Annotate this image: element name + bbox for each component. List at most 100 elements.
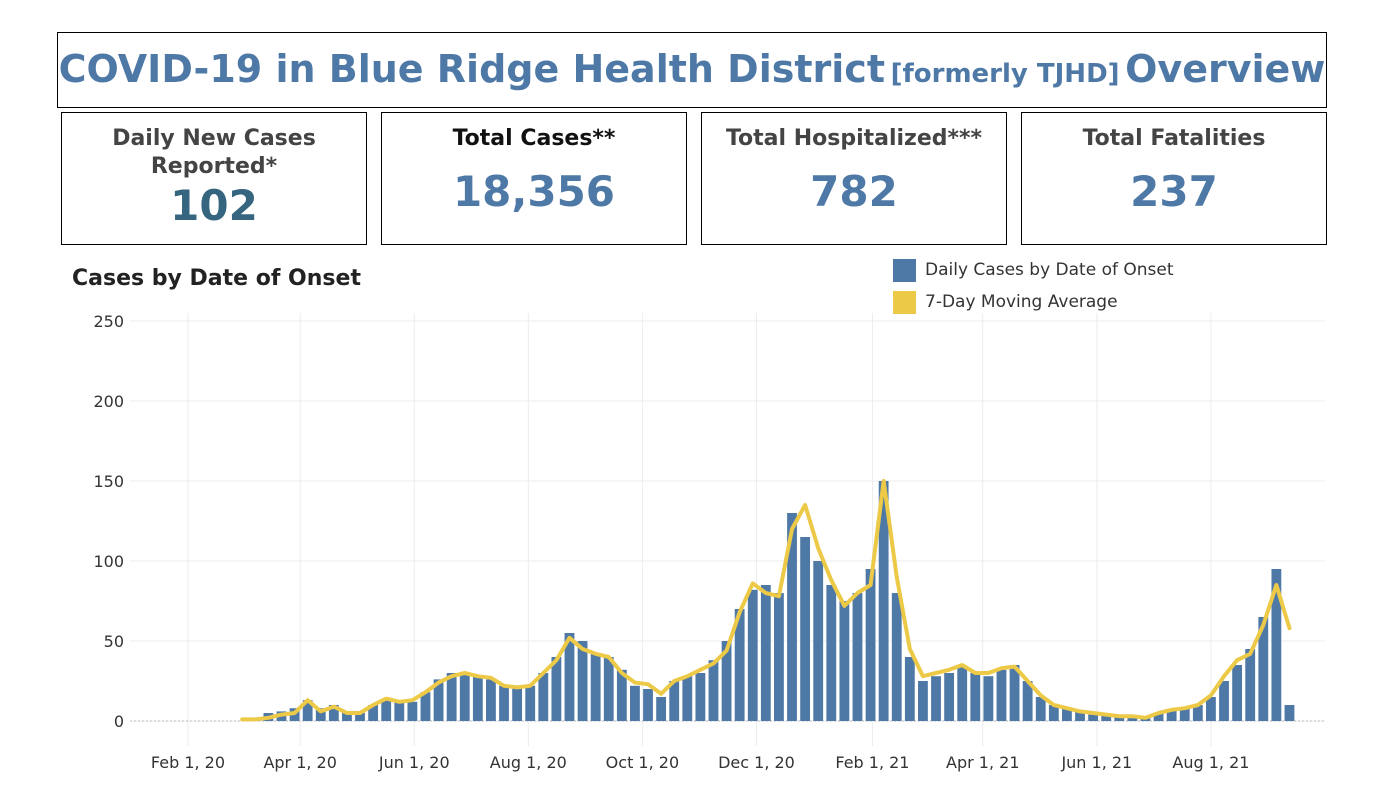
daily-cases-bar xyxy=(1088,714,1099,721)
y-tick-label: 150 xyxy=(93,472,124,491)
daily-cases-bar xyxy=(1219,681,1229,721)
daily-cases-bar xyxy=(1206,697,1216,721)
kpi-value-total-cases: 18,356 xyxy=(452,167,616,216)
daily-cases-bar xyxy=(800,537,811,721)
title-subtitle-part: [formerly TJHD] xyxy=(890,59,1120,89)
daily-cases-bar xyxy=(760,585,771,721)
daily-cases-bar xyxy=(774,593,784,721)
x-tick-label: Feb 1, 21 xyxy=(835,753,909,772)
daily-cases-bar xyxy=(368,705,379,721)
daily-cases-bar xyxy=(551,657,562,721)
daily-cases-bar xyxy=(630,685,640,721)
kpi-value-total-fatalities: 237 xyxy=(1130,167,1218,216)
daily-cases-bar xyxy=(1166,709,1177,721)
legend-label-moving-average: 7-Day Moving Average xyxy=(925,292,1118,312)
daily-cases-bar xyxy=(682,676,693,721)
daily-cases-bar xyxy=(1101,714,1112,721)
legend-label-daily-cases: Daily Cases by Date of Onset xyxy=(925,260,1174,280)
daily-cases-bar xyxy=(669,681,680,721)
daily-cases-bar xyxy=(342,711,352,721)
legend-swatch-daily-cases xyxy=(893,258,916,282)
title-main-part: COVID-19 in Blue Ridge Health District xyxy=(58,47,885,91)
kpi-total-cases: Total Cases** 18,356 xyxy=(381,112,687,245)
daily-cases-bar xyxy=(1245,649,1256,721)
daily-cases-bar xyxy=(538,673,549,721)
daily-cases-bar xyxy=(420,692,431,721)
daily-cases-bar xyxy=(1258,617,1269,721)
daily-cases-bar xyxy=(472,676,483,721)
daily-cases-bar xyxy=(891,593,902,721)
daily-cases-bar xyxy=(1022,681,1033,721)
kpi-label-total-cases: Total Cases** xyxy=(452,126,616,151)
daily-cases-bar xyxy=(944,673,955,721)
daily-cases-bar xyxy=(499,685,509,721)
legend-item-daily-cases[interactable]: Daily Cases by Date of Onset xyxy=(893,254,1174,286)
daily-cases-bar xyxy=(852,593,863,721)
y-tick-label: 200 xyxy=(93,392,124,411)
daily-cases-bar xyxy=(643,689,653,721)
daily-cases-bar xyxy=(787,513,797,721)
kpi-value-total-hospitalized: 782 xyxy=(810,167,898,216)
chart-title: Cases by Date of Onset xyxy=(72,266,361,291)
daily-cases-bar xyxy=(813,561,824,721)
daily-cases-bar xyxy=(394,701,405,721)
kpi-total-hospitalized: Total Hospitalized*** 782 xyxy=(701,112,1007,245)
daily-cases-bar xyxy=(446,673,457,721)
cases-chart: 0 50 100 150 200 250 Feb 1, 20 Apr 1, 20 Jun 1, … xyxy=(93,312,1325,772)
daily-cases-bar xyxy=(1009,665,1020,721)
daily-cases-bar xyxy=(459,673,470,721)
kpi-daily-new-cases: Daily New Cases Reported* 102 xyxy=(61,112,367,245)
daily-cases-bar xyxy=(1153,713,1164,721)
daily-cases-bar xyxy=(1271,569,1282,721)
daily-cases-bar xyxy=(512,685,523,721)
x-tick-label: Jun 1, 20 xyxy=(378,753,450,772)
daily-cases-bar xyxy=(616,669,627,721)
daily-cases-bar xyxy=(970,673,981,721)
moving-average-line xyxy=(240,479,1292,722)
daily-cases-bar xyxy=(433,679,444,721)
daily-cases-bar xyxy=(1035,697,1046,721)
daily-cases-bar xyxy=(1192,705,1203,721)
daily-cases-bar xyxy=(1127,716,1138,721)
y-tick-label: 0 xyxy=(114,712,124,731)
daily-cases-bar xyxy=(656,697,667,721)
kpi-total-fatalities: Total Fatalities 237 xyxy=(1021,112,1327,245)
daily-cases-bar xyxy=(1232,665,1243,721)
x-tick-label: Apr 1, 21 xyxy=(946,753,1019,772)
dashboard-title: COVID-19 in Blue Ridge Health District [… xyxy=(59,47,1326,91)
daily-cases-bar xyxy=(381,698,392,721)
daily-cases-bar xyxy=(577,641,588,721)
daily-cases-bar xyxy=(603,657,614,721)
daily-cases-bar xyxy=(302,700,313,721)
dashboard-title-box: COVID-19 in Blue Ridge Health District [… xyxy=(57,32,1327,108)
daily-cases-bar xyxy=(996,669,1007,721)
daily-cases-bar xyxy=(315,708,326,721)
y-tick-label: 100 xyxy=(93,552,124,571)
daily-cases-bar xyxy=(957,666,968,721)
chart-legend: Daily Cases by Date of Onset 7-Day Movin… xyxy=(893,254,1174,318)
daily-cases-bar xyxy=(839,601,850,721)
daily-cases-bar xyxy=(355,713,365,721)
daily-cases-bar xyxy=(1114,716,1125,721)
daily-cases-bar xyxy=(931,676,941,721)
daily-cases-bar xyxy=(747,589,758,721)
daily-cases-bar xyxy=(1075,711,1085,721)
daily-cases-bar xyxy=(328,705,339,721)
x-tick-label: Feb 1, 20 xyxy=(151,753,225,772)
daily-cases-bar xyxy=(878,481,889,721)
daily-cases-bar xyxy=(983,676,994,721)
daily-cases-bar xyxy=(1048,705,1059,721)
x-tick-label: Dec 1, 20 xyxy=(718,753,795,772)
daily-cases-bar xyxy=(721,641,732,721)
y-tick-label: 250 xyxy=(93,312,124,331)
x-tick-label: Apr 1, 20 xyxy=(263,753,336,772)
daily-cases-bar xyxy=(590,653,601,721)
daily-cases-bar xyxy=(1062,708,1072,721)
y-tick-label: 50 xyxy=(104,632,124,651)
legend-swatch-moving-average xyxy=(893,290,916,314)
title-overview-part: Overview xyxy=(1125,47,1326,91)
daily-cases-bar xyxy=(826,585,837,721)
daily-cases-bar xyxy=(564,633,575,721)
daily-cases-bar xyxy=(486,679,496,721)
legend-item-moving-average[interactable]: 7-Day Moving Average xyxy=(893,286,1174,318)
